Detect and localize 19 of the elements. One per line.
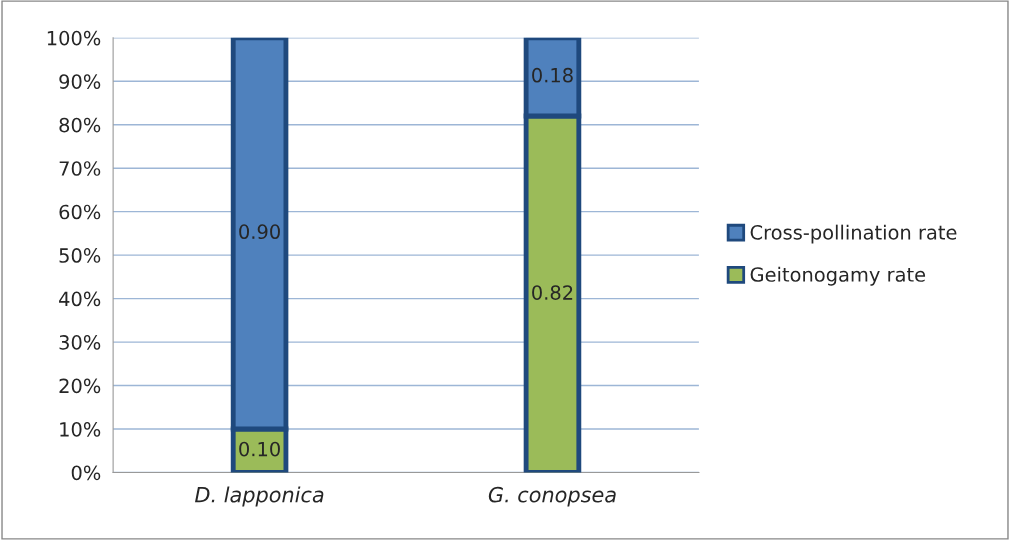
data-label: 0.82: [532, 285, 573, 300]
legend-label: Geitonogamy rate: [750, 266, 926, 286]
y-tick-label: 60%: [59, 204, 101, 220]
y-tick-label: 90%: [59, 74, 101, 89]
y-tick-label: 70%: [59, 161, 101, 176]
data-label: 0.90: [239, 224, 280, 240]
x-tick-label: D. lapponica: [195, 486, 324, 507]
y-tick-label: 40%: [59, 291, 101, 307]
y-tick-label: 80%: [59, 117, 101, 133]
y-tick-label: 10%: [60, 421, 101, 437]
y-tick-label: 30%: [59, 335, 101, 350]
legend-label: Cross-pollination rate: [750, 224, 957, 244]
data-label: 0.18: [532, 67, 573, 83]
y-tick-label: 100%: [47, 30, 101, 46]
y-tick-label: 20%: [59, 378, 101, 394]
y-tick-label: 50%: [59, 248, 101, 263]
y-tick-label: 0%: [71, 465, 101, 481]
x-tick-label: G. conopsea: [488, 486, 616, 507]
data-label: 0.10: [239, 441, 280, 457]
